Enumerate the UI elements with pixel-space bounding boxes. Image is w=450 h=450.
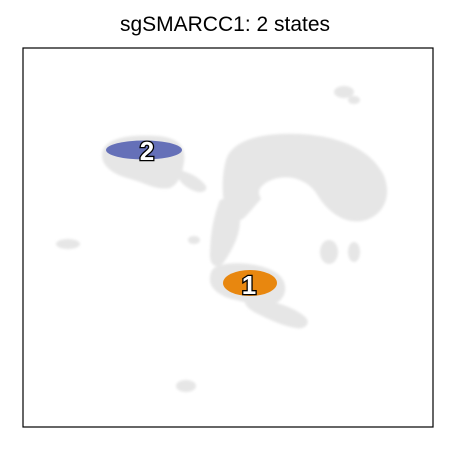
background-cell-region: [222, 133, 388, 222]
plot-frame: [22, 47, 434, 428]
background-cell-region: [210, 199, 240, 267]
background-cell-region: [176, 380, 196, 392]
state-2-label: 2: [140, 136, 154, 166]
state-1-points: [223, 270, 277, 296]
background-cell-region: [320, 240, 338, 264]
chart-title: sgSMARCC1: 2 states: [119, 13, 331, 36]
background-cell-region: [245, 298, 308, 329]
background-cells: [56, 86, 388, 392]
background-cell-region: [348, 242, 360, 262]
state-1-label: 1: [242, 270, 256, 300]
state-2-cluster: [106, 140, 182, 160]
state-1-cluster: [223, 270, 277, 296]
state-2-points: [106, 140, 182, 160]
background-cell-region: [56, 239, 80, 249]
background-cell-region: [177, 170, 207, 193]
background-cell-region: [188, 236, 200, 244]
background-cell-region: [348, 96, 360, 104]
background-cell-region: [259, 177, 312, 214]
background-cell-region: [334, 86, 354, 98]
